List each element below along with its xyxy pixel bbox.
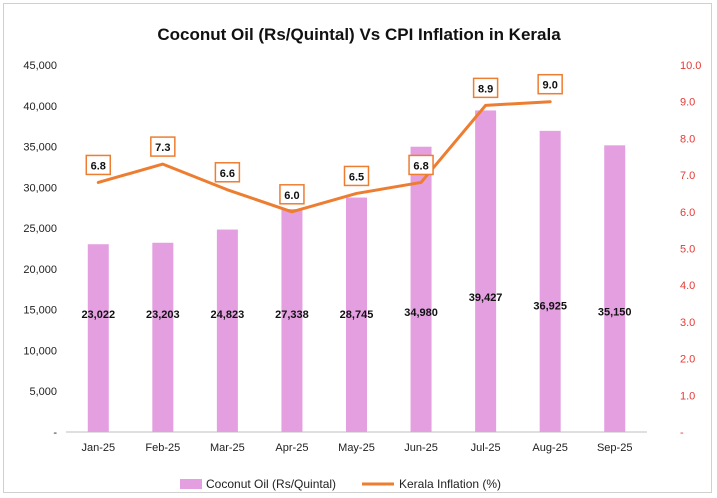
bar <box>475 110 497 432</box>
line-data-label: 6.8 <box>413 160 428 172</box>
bar-data-label: 35,150 <box>598 307 632 319</box>
bar <box>539 130 561 432</box>
bar <box>346 197 367 432</box>
line-data-label: 8.9 <box>478 83 493 95</box>
bar-data-label: 36,925 <box>533 301 567 313</box>
x-tick-label: May-25 <box>338 442 375 454</box>
plot-area: - 5,000 10,000 15,000 20,000 25,000 30,000 35,0… <box>23 60 701 454</box>
x-tick-label: Feb-25 <box>145 442 180 454</box>
bar-data-label: 27,338 <box>275 309 309 321</box>
y-right-tick-label: 8.0 <box>680 133 695 145</box>
y-left-tick-label: - <box>53 427 57 439</box>
y-left-tick-label: 40,000 <box>23 101 57 113</box>
line-label-box <box>343 165 370 187</box>
line-data-label: 6.5 <box>349 171 364 183</box>
bar <box>216 229 238 432</box>
y-left-tick-label: 45,000 <box>23 60 57 72</box>
y-right-tick-label: 3.0 <box>680 317 695 329</box>
y-right-tick-label: 9.0 <box>680 97 695 109</box>
chart-frame: Coconut Oil (Rs/Quintal) Vs CPI Inflatio… <box>3 3 712 493</box>
chart-svg: Coconut Oil (Rs/Quintal) Vs CPI Inflatio… <box>23 25 701 491</box>
bar-data-label: 28,745 <box>340 309 374 321</box>
x-tick-label: Jul-25 <box>471 442 501 454</box>
line-data-label: 9.0 <box>543 80 558 92</box>
line-data-label: 6.6 <box>220 168 235 180</box>
bar <box>410 146 432 432</box>
x-tick-label: Aug-25 <box>532 442 567 454</box>
y-left-tick-label: 35,000 <box>23 142 57 154</box>
line-label-box <box>408 154 434 176</box>
line-label-box <box>537 73 563 95</box>
legend-label-coconut-oil: Coconut Oil (Rs/Quintal) <box>206 477 336 491</box>
x-tick-label: Jan-25 <box>81 442 115 454</box>
bar-data-label: 24,823 <box>211 309 245 321</box>
legend-swatch-coconut-oil <box>180 479 202 489</box>
y-right-tick-label: 1.0 <box>680 390 695 402</box>
x-tick-label: Sep-25 <box>597 442 632 454</box>
y-right-tick-label: - <box>680 427 684 439</box>
y-left-tick-label: 15,000 <box>23 305 57 317</box>
bar-data-label: 23,203 <box>146 309 180 321</box>
y-left-tick-label: 30,000 <box>23 182 57 194</box>
line-data-label: 6.0 <box>284 190 299 202</box>
line-data-label: 7.3 <box>155 142 170 154</box>
bar <box>281 209 303 432</box>
y-right-tick-label: 10.0 <box>680 60 701 72</box>
line-data-label: 6.8 <box>91 160 106 172</box>
y-right-tick-label: 4.0 <box>680 280 695 292</box>
y-left-tick-label: 10,000 <box>23 345 57 357</box>
legend: Coconut Oil (Rs/Quintal) Kerala Inflatio… <box>180 477 501 491</box>
y-left-tick-label: 5,000 <box>29 386 57 398</box>
line-label-box <box>472 77 499 99</box>
x-tick-label: Jun-25 <box>404 442 438 454</box>
bar-data-label: 23,022 <box>81 309 115 321</box>
x-tick-label: Apr-25 <box>275 442 308 454</box>
bar-data-label: 34,980 <box>404 307 438 319</box>
y-right-tick-label: 7.0 <box>680 170 695 182</box>
bar-data-label: 39,427 <box>469 292 503 304</box>
bar <box>152 242 174 432</box>
inflation-line <box>96 100 552 214</box>
chart-title: Coconut Oil (Rs/Quintal) Vs CPI Inflatio… <box>157 25 561 44</box>
legend-label-kerala-inflation: Kerala Inflation (%) <box>399 477 501 491</box>
y-right-tick-label: 5.0 <box>680 244 695 256</box>
bar <box>604 145 626 433</box>
y-left-tick-label: 25,000 <box>23 223 57 235</box>
line-label-box <box>214 162 241 183</box>
y-right-tick-label: 6.0 <box>680 207 695 219</box>
y-right-tick-label: 2.0 <box>680 354 695 366</box>
line-label-box <box>85 154 112 176</box>
line-label-box <box>150 136 176 157</box>
bar <box>87 244 109 432</box>
y-left-tick-label: 20,000 <box>23 264 57 276</box>
x-tick-label: Mar-25 <box>210 442 245 454</box>
line-label-box <box>279 184 305 205</box>
